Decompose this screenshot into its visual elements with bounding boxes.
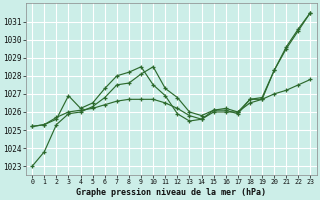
X-axis label: Graphe pression niveau de la mer (hPa): Graphe pression niveau de la mer (hPa) (76, 188, 266, 197)
